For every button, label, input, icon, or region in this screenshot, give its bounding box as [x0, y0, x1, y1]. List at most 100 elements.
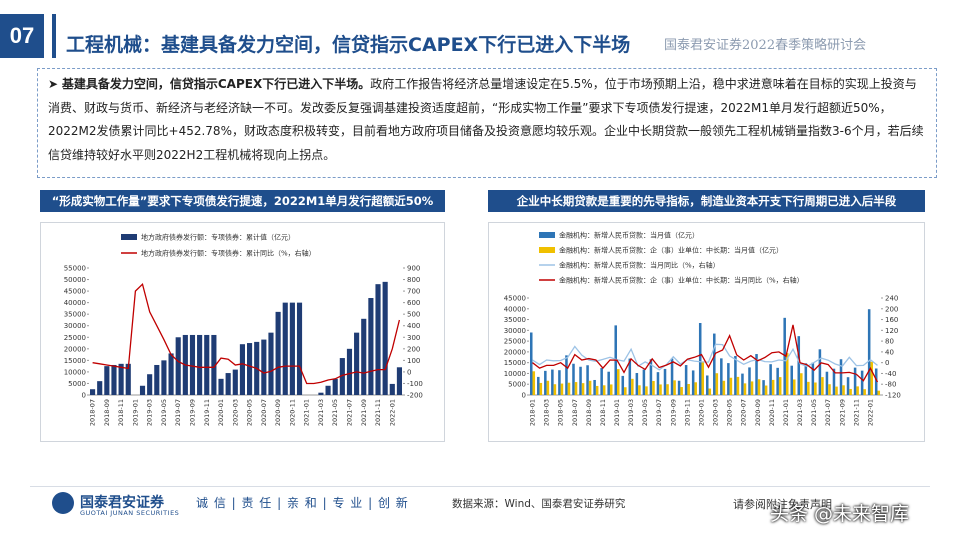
bar	[877, 390, 881, 395]
x-tick-label: 2019-09	[188, 399, 196, 426]
bar	[839, 359, 843, 395]
bar	[560, 383, 564, 395]
legend-swatch	[539, 247, 555, 253]
bar	[125, 363, 131, 395]
bar	[656, 372, 660, 395]
y-tick-label: 0	[82, 392, 86, 400]
x-tick-label: 2019-09	[669, 399, 677, 426]
bar	[684, 365, 688, 395]
bar	[631, 378, 634, 395]
bar	[645, 386, 648, 395]
y-tick-label: 45000	[64, 288, 86, 296]
bar	[818, 349, 822, 395]
bar	[318, 392, 324, 395]
bar	[771, 379, 775, 395]
y-tick-label: 30000	[64, 322, 86, 330]
x-tick-label: 2021-05	[810, 399, 818, 426]
bar	[593, 379, 596, 395]
y-tick-label: 35000	[64, 311, 86, 319]
bar	[811, 362, 815, 395]
bar	[595, 385, 599, 395]
x-tick-label: 2019-01	[131, 399, 139, 426]
disclaimer-note: 请参阅附注免责声明	[733, 498, 832, 511]
bar	[346, 348, 353, 395]
bar	[680, 387, 683, 395]
x-tick-label: 2019-11	[203, 399, 211, 426]
brand: 国泰君安证券	[80, 495, 164, 511]
y2-tick-label: 0	[885, 359, 889, 367]
y2-tick-label: -100	[407, 380, 423, 388]
legend-label: 地方政府债券发行额：专项债券：累计值（亿元）	[141, 233, 295, 242]
x-tick-label: 2019-03	[627, 399, 635, 426]
bar	[275, 311, 281, 395]
x-tick-label: 2020-09	[274, 399, 282, 426]
bar	[617, 369, 620, 395]
bar	[239, 344, 246, 395]
motto: 诚 信 | 责 任 | 亲 和 | 专 业 | 创 新	[196, 496, 409, 510]
bar	[874, 368, 878, 395]
bar	[154, 364, 160, 395]
bar	[663, 368, 667, 395]
x-tick-label: 2020-01	[697, 399, 705, 426]
bar	[609, 384, 613, 395]
legend-swatch	[121, 234, 137, 240]
y-tick-label: 55000	[64, 265, 86, 273]
chart: 0500010000150002000025000300003500040000…	[40, 222, 445, 442]
x-tick-label: 2020-03	[231, 399, 239, 426]
bar	[659, 384, 662, 395]
bar	[261, 339, 267, 395]
bar	[814, 382, 817, 395]
bar	[602, 385, 606, 395]
bar	[748, 367, 751, 395]
y2-tick-label: -200	[407, 392, 423, 400]
y-tick-label: 0	[522, 392, 526, 400]
x-tick-label: 2018-03	[543, 399, 551, 426]
y2-tick-label: 160	[885, 316, 898, 324]
bar	[361, 318, 367, 395]
bar	[539, 382, 543, 395]
x-tick-label: 2020-05	[726, 399, 734, 426]
bar	[778, 377, 782, 395]
line	[92, 282, 401, 385]
bar	[553, 384, 557, 395]
bar	[382, 281, 388, 395]
bar	[750, 381, 754, 395]
x-tick-label: 2018-09	[103, 399, 111, 426]
bar	[741, 373, 744, 395]
y-tick-label: 15000	[64, 357, 86, 365]
bar	[218, 378, 224, 395]
y-tick-label: 25000	[504, 338, 526, 346]
bar	[572, 363, 575, 395]
bar	[211, 334, 217, 395]
bar	[722, 380, 726, 395]
bar	[628, 358, 632, 395]
y-tick-label: 40000	[504, 305, 526, 313]
x-tick-label: 2019-05	[160, 399, 168, 426]
bar	[769, 364, 772, 395]
bar	[708, 388, 712, 395]
section-number: 07	[0, 14, 44, 58]
x-tick-label: 2018-11	[599, 399, 607, 426]
bar	[698, 323, 702, 395]
bar	[551, 369, 554, 395]
bar	[118, 363, 124, 395]
bar	[588, 380, 592, 395]
x-tick-label: 2018-09	[585, 399, 593, 426]
legend-label: 金融机构：新增人民币贷款：企（事）业单位：中长期：当月同比（%，右轴）	[559, 276, 804, 285]
bar	[558, 370, 561, 395]
bar	[713, 333, 716, 395]
line	[532, 343, 878, 371]
y-tick-label: 35000	[504, 316, 526, 324]
x-tick-label: 2021-01	[782, 399, 790, 426]
bar	[832, 368, 836, 395]
bar	[828, 384, 831, 395]
x-tick-label: 2019-07	[174, 399, 182, 426]
x-tick-label: 2018-05	[557, 399, 565, 426]
bar	[846, 377, 850, 395]
x-tick-label: 2020-03	[712, 399, 720, 426]
bar	[736, 376, 740, 395]
chart-header: “形成实物工作量”要求下专项债发行提速，2022M1单月发行超额近50%	[40, 190, 445, 212]
x-tick-label: 2020-07	[740, 399, 748, 426]
x-tick-label: 2021-09	[360, 399, 368, 426]
